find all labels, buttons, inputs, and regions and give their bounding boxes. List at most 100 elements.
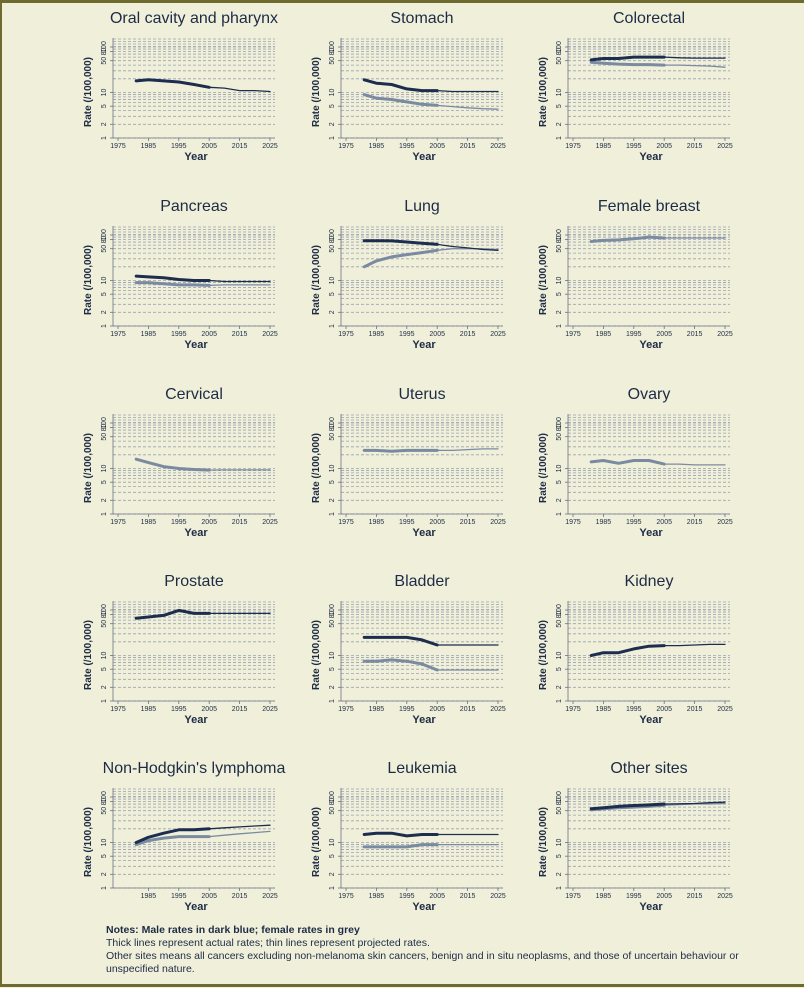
x-tick-label: 2005 — [429, 893, 445, 900]
x-tick-label: 2015 — [460, 331, 476, 338]
notes-line-2: Other sites means all cancers excluding … — [106, 950, 739, 975]
x-tick-label: 2015 — [232, 706, 248, 713]
y-tick-label: 5 — [556, 480, 563, 484]
y-tick-label: 100 — [556, 791, 563, 803]
x-tick-label: 2025 — [262, 706, 278, 713]
x-tick-label: 2015 — [687, 331, 703, 338]
y-axis-title: Rate (/100,000) — [311, 620, 322, 690]
chart-grid: Oral cavity and pharynx125105080100Rate … — [83, 10, 733, 913]
y-tick-label: 10 — [101, 465, 108, 473]
series-line-male-actual — [134, 78, 211, 89]
y-tick-label: 2 — [101, 122, 108, 126]
x-axis-title: Year — [639, 901, 663, 913]
series-line-female-actual — [362, 448, 439, 453]
y-tick-label: 100 — [556, 417, 563, 429]
x-tick-label: 1985 — [596, 143, 612, 150]
x-tick-label: 1975 — [338, 143, 354, 150]
chart-title-bladder: Bladder — [394, 573, 450, 590]
chart-title-oral-cavity-and-pharynx: Oral cavity and pharynx — [110, 10, 278, 27]
y-tick-label: 80 — [556, 610, 563, 618]
x-tick-label: 1995 — [626, 331, 642, 338]
x-tick-label: 1985 — [596, 706, 612, 713]
x-tick-label: 2025 — [490, 331, 506, 338]
x-tick-label: 2025 — [717, 331, 733, 338]
y-tick-label: 100 — [556, 604, 563, 616]
series-line-female-actual — [589, 459, 666, 466]
y-tick-label: 80 — [556, 797, 563, 805]
y-tick-label: 80 — [329, 610, 336, 618]
y-axis-title: Rate (/100,000) — [83, 245, 94, 315]
y-axis-title: Rate (/100,000) — [83, 57, 94, 127]
y-tick-label: 100 — [101, 229, 108, 241]
x-tick-label: 2015 — [687, 143, 703, 150]
chart-title-prostate: Prostate — [164, 573, 224, 590]
y-tick-label: 1 — [101, 699, 108, 703]
y-axis-title: Rate (/100,000) — [538, 620, 549, 690]
y-tick-label: 80 — [101, 235, 108, 243]
x-tick-label: 1975 — [338, 706, 354, 713]
y-tick-label: 1 — [329, 886, 336, 890]
y-tick-label: 2 — [101, 310, 108, 314]
x-tick-label: 1975 — [565, 331, 581, 338]
x-tick-label: 1995 — [626, 893, 642, 900]
y-axis-title: Rate (/100,000) — [538, 433, 549, 503]
x-tick-label: 1995 — [171, 893, 187, 900]
x-tick-label: 1995 — [626, 143, 642, 150]
x-tick-label: 1995 — [399, 706, 415, 713]
series-line-female-actual — [134, 281, 211, 287]
series-line-male-actual — [589, 802, 666, 811]
y-tick-label: 100 — [556, 229, 563, 241]
series-line-male-projected — [663, 56, 726, 59]
y-tick-label: 5 — [329, 480, 336, 484]
series-line-male-actual — [134, 274, 211, 282]
series-line-male-projected — [436, 243, 499, 251]
y-tick-label: 10 — [329, 839, 336, 847]
y-tick-label: 2 — [329, 310, 336, 314]
y-tick-label: 5 — [329, 104, 336, 108]
chart-title-colorectal: Colorectal — [613, 10, 685, 27]
bottom-border — [0, 984, 804, 987]
x-tick-label: 2015 — [687, 519, 703, 526]
x-tick-label: 2005 — [656, 331, 672, 338]
y-tick-label: 1 — [556, 136, 563, 140]
x-tick-label: 1975 — [110, 331, 126, 338]
series-line-female-actual — [134, 835, 211, 847]
x-tick-label: 2015 — [460, 893, 476, 900]
x-tick-label: 2005 — [429, 331, 445, 338]
x-tick-label: 2005 — [201, 519, 217, 526]
y-axis-title: Rate (/100,000) — [83, 433, 94, 503]
y-tick-label: 2 — [556, 872, 563, 876]
x-tick-label: 2015 — [460, 143, 476, 150]
y-tick-label: 5 — [101, 104, 108, 108]
x-tick-label: 2015 — [232, 143, 248, 150]
y-tick-label: 1 — [329, 699, 336, 703]
x-tick-label: 2005 — [656, 706, 672, 713]
y-tick-label: 50 — [101, 433, 108, 441]
y-tick-label: 2 — [101, 685, 108, 689]
series-line-male-actual — [362, 831, 439, 838]
y-tick-label: 50 — [329, 57, 336, 65]
x-tick-label: 2015 — [687, 706, 703, 713]
y-tick-label: 2 — [329, 685, 336, 689]
y-tick-label: 1 — [101, 324, 108, 328]
x-tick-label: 2005 — [656, 893, 672, 900]
series-line-female-projected — [208, 284, 271, 287]
x-tick-label: 2015 — [460, 519, 476, 526]
x-tick-label: 1975 — [565, 519, 581, 526]
y-tick-label: 100 — [329, 229, 336, 241]
series-line-male-actual — [134, 608, 211, 620]
y-tick-label: 50 — [101, 807, 108, 815]
y-axis-title: Rate (/100,000) — [83, 807, 94, 877]
series-line-female-actual — [589, 60, 666, 67]
y-tick-label: 10 — [101, 89, 108, 97]
x-tick-label: 2005 — [656, 519, 672, 526]
y-tick-label: 5 — [556, 854, 563, 858]
series-line-male-projected — [208, 86, 271, 93]
chart-title-non-hodgkin-s-lymphoma: Non-Hodgkin's lymphoma — [103, 760, 286, 777]
y-tick-label: 100 — [556, 41, 563, 53]
x-tick-label: 1985 — [369, 331, 385, 338]
x-tick-label: 1975 — [110, 706, 126, 713]
series-line-male-projected — [208, 279, 271, 283]
x-tick-label: 1995 — [171, 331, 187, 338]
series-line-male-projected — [208, 824, 271, 830]
